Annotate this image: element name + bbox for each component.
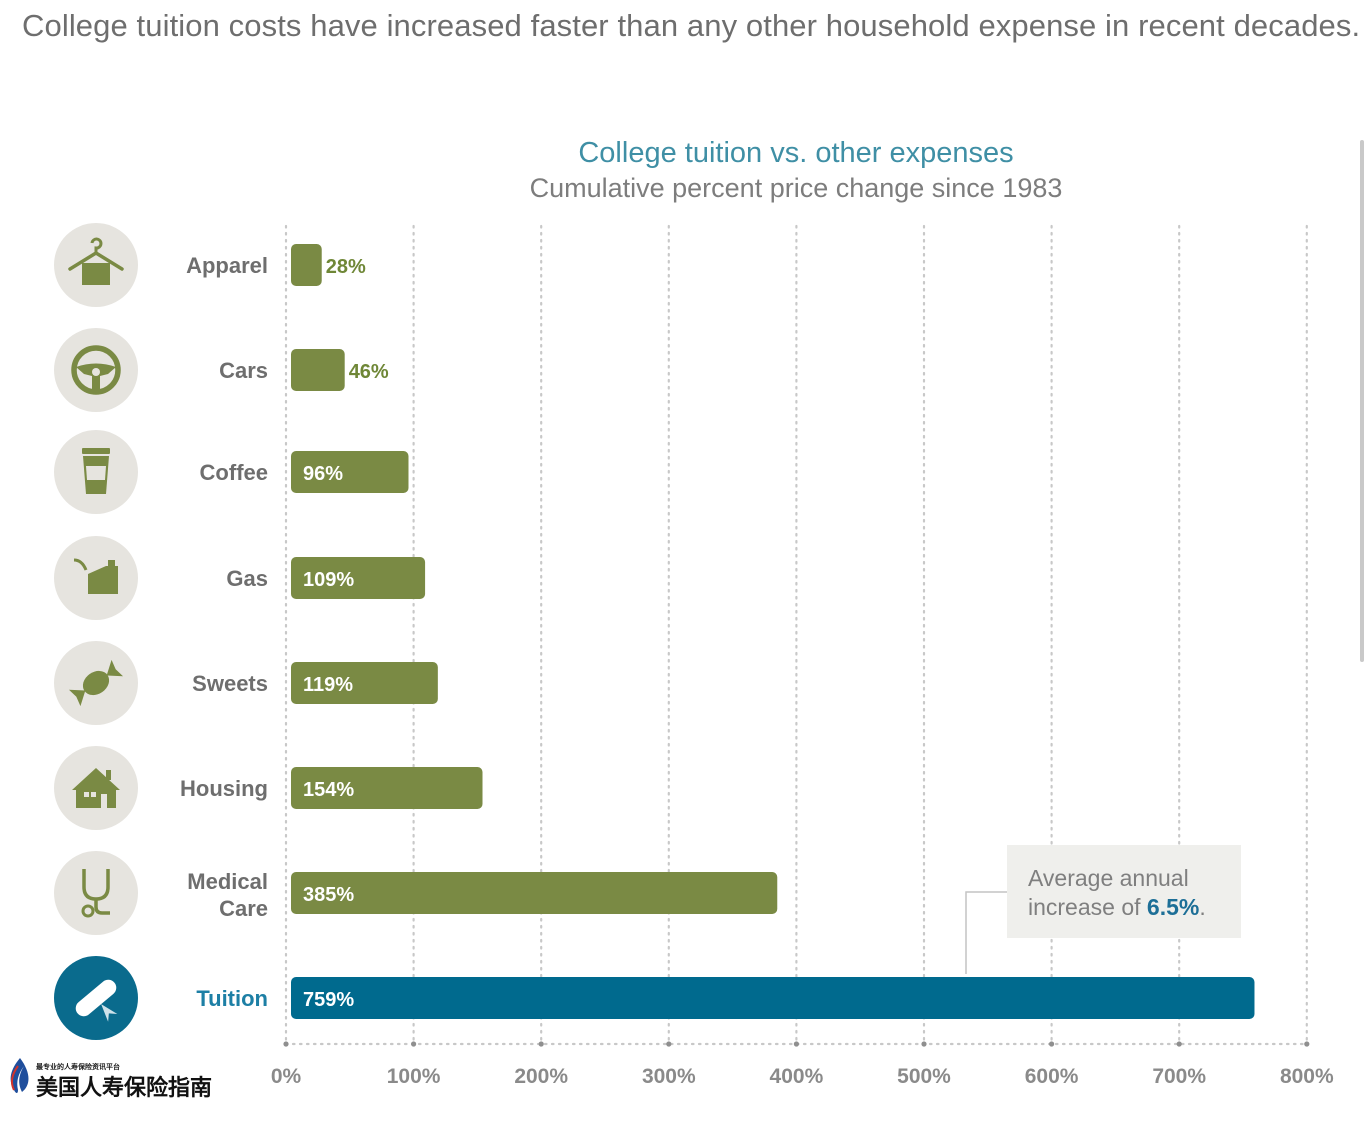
x-tick-label: 800% bbox=[1280, 1065, 1334, 1088]
bar bbox=[291, 244, 322, 286]
bar bbox=[291, 451, 409, 493]
x-tick-label: 700% bbox=[1152, 1065, 1206, 1088]
category-label: Tuition bbox=[196, 986, 268, 1011]
page-headline: College tuition costs have increased fas… bbox=[22, 8, 1361, 43]
data-label: 154% bbox=[303, 779, 354, 801]
bar bbox=[291, 767, 483, 809]
x-tick-mark bbox=[793, 1041, 800, 1047]
hanger-icon bbox=[54, 223, 138, 307]
flame-logo-icon bbox=[10, 1058, 29, 1093]
watermark-title: 美国人寿保险指南 bbox=[36, 1076, 213, 1101]
callout-line-1: Average annual bbox=[1028, 865, 1189, 891]
bar bbox=[291, 872, 778, 914]
x-tick-mark bbox=[411, 1041, 417, 1047]
callout-line-2: increase of 6.5%. bbox=[1028, 894, 1206, 920]
data-label: 385% bbox=[303, 884, 354, 906]
x-tick-label: 100% bbox=[387, 1065, 441, 1088]
x-axis: 0% 100% 200% 300% 400% 500% 600% 700% 800% bbox=[271, 1041, 1334, 1088]
bar bbox=[291, 349, 345, 391]
x-tick-label: 600% bbox=[1025, 1065, 1079, 1088]
category-label: Medical Care bbox=[187, 869, 268, 921]
stethoscope-icon bbox=[54, 851, 138, 935]
x-tick-mark bbox=[538, 1041, 544, 1047]
bar bbox=[291, 662, 438, 704]
chart-title: College tuition vs. other expenses bbox=[578, 137, 1014, 169]
data-label: 46% bbox=[349, 361, 389, 383]
bar bbox=[291, 977, 1255, 1019]
gas-can-icon bbox=[54, 536, 138, 620]
category-label: Gas bbox=[226, 566, 268, 591]
callout-suffix: . bbox=[1199, 894, 1205, 920]
category-label: Apparel bbox=[186, 253, 268, 278]
bar-row-coffee: Coffee 96% bbox=[54, 430, 409, 514]
bar-row-tuition: Tuition 759% bbox=[54, 956, 1255, 1040]
x-tick-mark bbox=[666, 1041, 672, 1047]
scrollbar[interactable] bbox=[1360, 140, 1364, 662]
x-tick-label: 300% bbox=[642, 1065, 696, 1088]
category-label-line: Medical bbox=[187, 869, 268, 894]
data-label: 759% bbox=[303, 989, 354, 1011]
x-tick-label: 0% bbox=[271, 1065, 302, 1088]
coffee-cup-icon bbox=[54, 430, 138, 514]
category-label: Housing bbox=[180, 776, 268, 801]
candy-icon bbox=[54, 641, 138, 725]
x-tick-mark bbox=[1304, 1041, 1310, 1047]
bar-row-medical-care: Medical Care 385% bbox=[54, 851, 778, 935]
bar-row-sweets: Sweets 119% bbox=[54, 641, 438, 725]
callout-value: 6.5% bbox=[1147, 894, 1199, 920]
watermark-logo: 最专业的人寿保险资讯平台 美国人寿保险指南 bbox=[6, 1056, 221, 1101]
bar-row-housing: Housing 154% bbox=[54, 746, 483, 830]
bar bbox=[291, 557, 426, 599]
category-label: Coffee bbox=[200, 460, 268, 485]
x-tick-label: 500% bbox=[897, 1065, 951, 1088]
data-label: 28% bbox=[326, 256, 366, 278]
callout-leader bbox=[965, 891, 1008, 974]
steering-wheel-icon bbox=[54, 328, 138, 412]
annotation-callout: Average annual increase of 6.5%. bbox=[965, 845, 1241, 974]
x-tick-label: 400% bbox=[770, 1065, 824, 1088]
data-label: 109% bbox=[303, 569, 354, 591]
data-label: 119% bbox=[303, 674, 353, 696]
bar-row-apparel: Apparel 28% bbox=[54, 223, 366, 307]
bar-row-gas: Gas 109% bbox=[54, 536, 426, 620]
callout-prefix: increase of bbox=[1028, 894, 1147, 920]
x-tick-mark bbox=[1176, 1041, 1182, 1047]
x-tick-label: 200% bbox=[514, 1065, 568, 1088]
data-label: 96% bbox=[303, 463, 343, 485]
x-tick-mark bbox=[921, 1041, 927, 1047]
category-label-line: Care bbox=[219, 896, 268, 921]
diploma-icon bbox=[54, 956, 138, 1040]
category-label: Sweets bbox=[192, 671, 268, 696]
chart-subtitle: Cumulative percent price change since 19… bbox=[529, 173, 1063, 203]
x-tick-mark bbox=[1049, 1041, 1055, 1047]
bar-row-cars: Cars 46% bbox=[54, 328, 389, 412]
house-icon bbox=[54, 746, 138, 830]
watermark-tagline: 最专业的人寿保险资讯平台 bbox=[36, 1064, 120, 1071]
callout-box bbox=[1007, 845, 1241, 938]
category-label: Cars bbox=[219, 358, 268, 383]
x-tick-mark bbox=[283, 1041, 289, 1047]
